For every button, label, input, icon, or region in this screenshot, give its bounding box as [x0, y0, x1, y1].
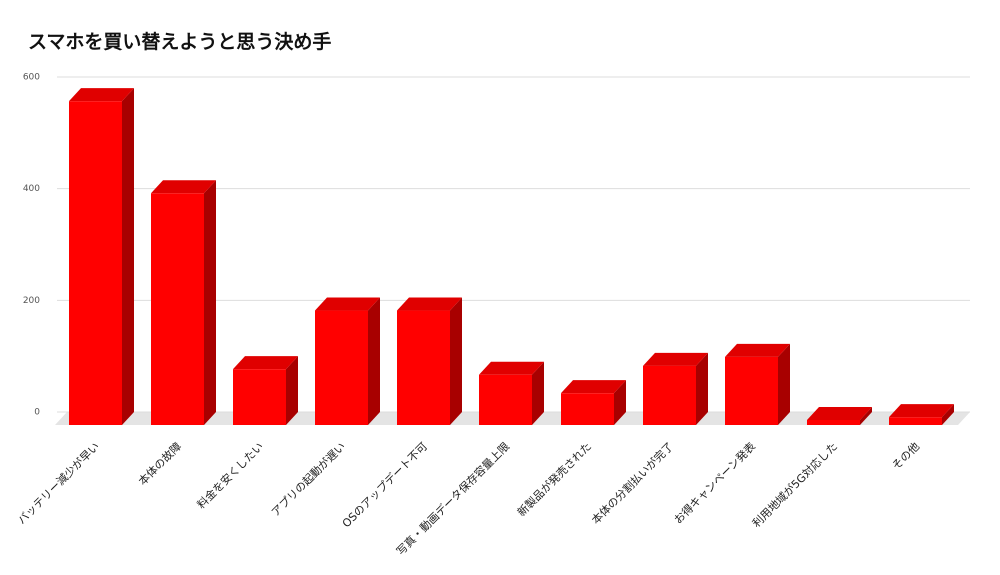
bar-side — [778, 343, 790, 425]
bar-top — [479, 361, 544, 375]
x-tick-label: 本体の分割払いが完了 — [588, 439, 676, 527]
y-tick-label: 200 — [23, 296, 40, 306]
bar-top — [151, 180, 216, 194]
bar — [807, 419, 860, 425]
y-tick-label: 0 — [34, 408, 40, 418]
bar-side — [204, 180, 216, 425]
x-tick-label: 本体の故障 — [135, 439, 184, 488]
bar — [479, 374, 532, 425]
bar-top — [315, 297, 380, 311]
bar-side — [122, 88, 134, 426]
bar-side — [532, 361, 544, 425]
bar-top — [643, 352, 708, 366]
x-tick-label: 新製品が発売された — [514, 439, 594, 519]
y-tick-label: 400 — [23, 184, 40, 194]
bar-top — [889, 404, 954, 418]
bar — [643, 365, 696, 425]
bar — [725, 356, 778, 425]
bar-top — [233, 356, 298, 370]
bar — [397, 310, 450, 425]
x-tick-label: お得キャンペーン発表 — [671, 439, 758, 526]
bar-side — [942, 404, 954, 425]
bar — [151, 193, 204, 425]
bar-side — [368, 297, 380, 425]
bar — [69, 101, 122, 426]
bar — [889, 417, 942, 425]
bar-top — [397, 297, 462, 311]
bar-top — [725, 343, 790, 357]
x-tick-label: バッテリー減少が早い — [14, 439, 102, 527]
x-tick-label: 料金を安くしたい — [194, 439, 266, 511]
chart-title: スマホを買い替えようと思う決め手 — [28, 30, 331, 53]
y-tick-label: 600 — [23, 73, 40, 83]
bar-side — [286, 356, 298, 425]
bar-top — [807, 406, 872, 420]
bar-side — [696, 352, 708, 425]
bar-side — [860, 406, 872, 425]
bar — [233, 369, 286, 425]
bar-top — [69, 88, 134, 102]
x-tick-label: OSのアップデート不可 — [339, 439, 430, 530]
x-tick-label: アプリの起動が遅い — [268, 439, 348, 519]
bar-top — [561, 380, 626, 394]
bar — [561, 393, 614, 425]
bar-side — [450, 297, 462, 425]
bar — [315, 310, 368, 425]
x-tick-label: 利用地域が5G対応した — [749, 439, 840, 530]
bar-side — [614, 380, 626, 425]
x-tick-label: その他 — [890, 440, 923, 473]
